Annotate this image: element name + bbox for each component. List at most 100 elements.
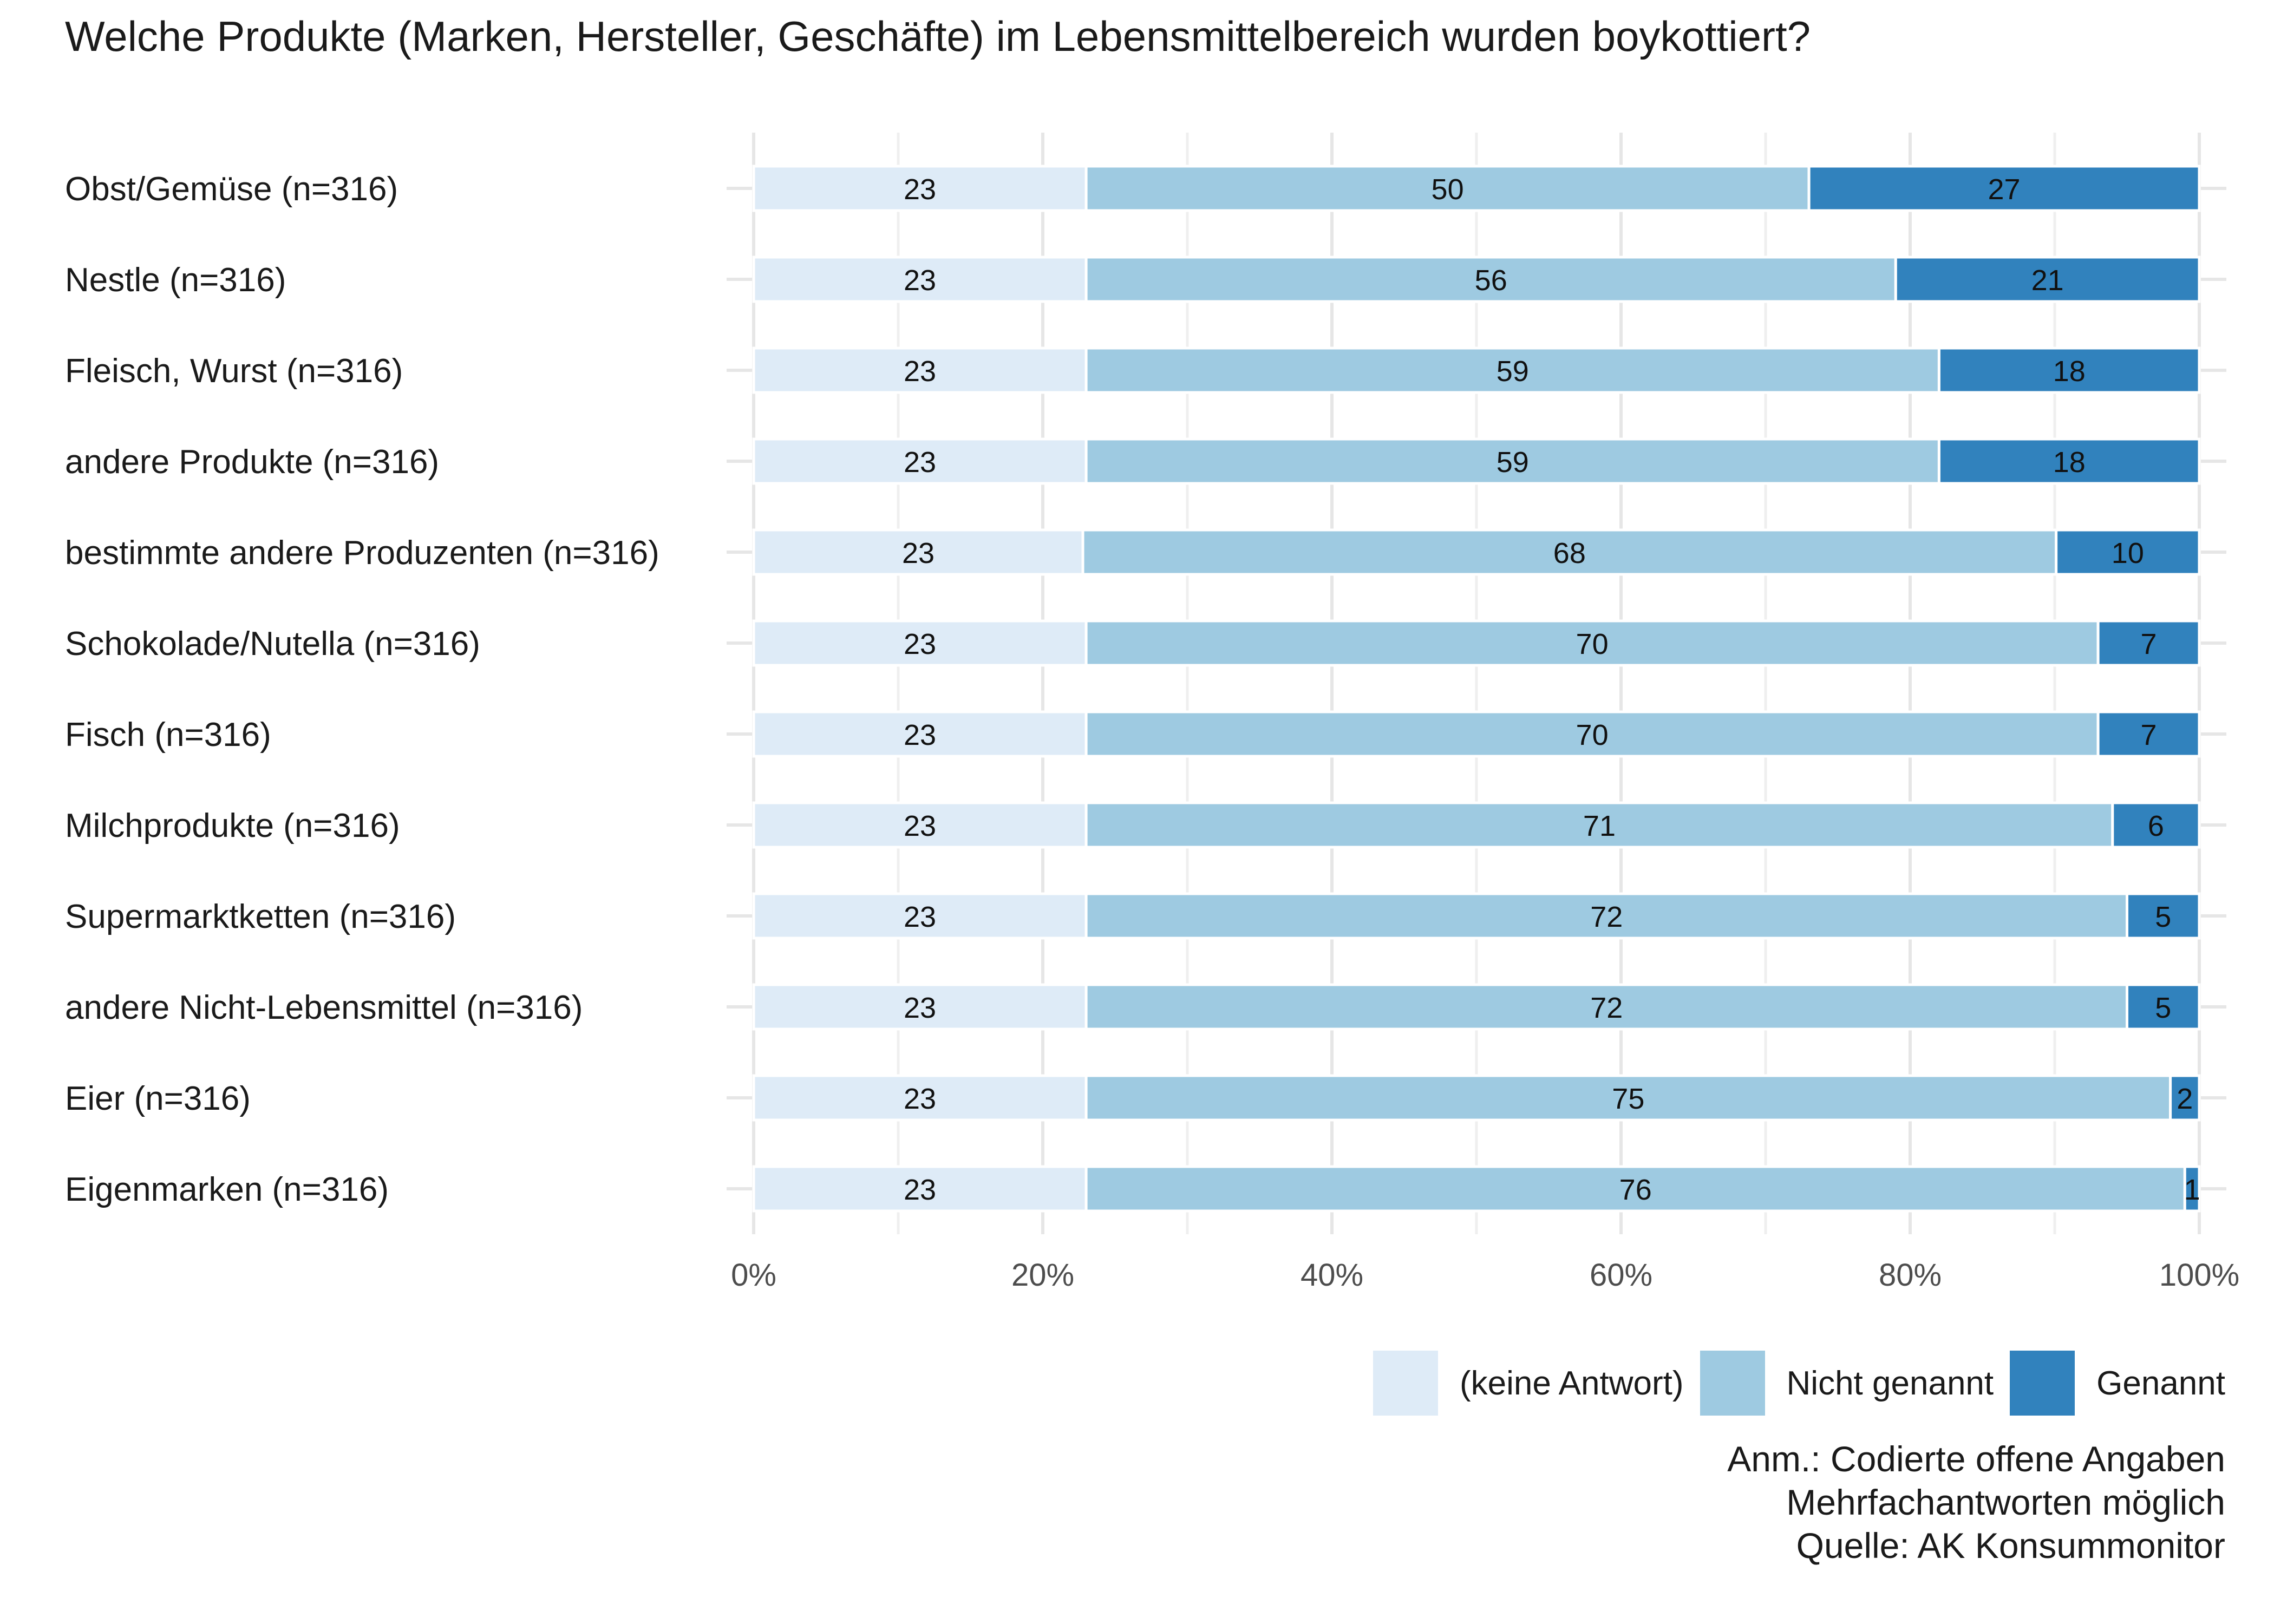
bar-nicht-genannt-schokolade-nutella: [1084, 619, 2100, 667]
data-label: 18: [2053, 355, 2086, 388]
data-label: 23: [902, 537, 935, 569]
data-label: 50: [1432, 173, 1464, 206]
bar-genannt-andere-produkte: [1937, 437, 2201, 485]
bar--eier: [752, 1074, 1088, 1122]
legend-item-genannt: Genannt: [2010, 1351, 2225, 1416]
bar-genannt-schokolade-nutella: [2096, 619, 2201, 667]
data-label: 71: [1583, 810, 1616, 842]
bar--fleisch-wurst: [752, 346, 1088, 394]
data-label: 23: [904, 1083, 936, 1115]
data-label: 7: [2141, 628, 2157, 660]
bar-nicht-genannt-fisch: [1084, 710, 2100, 758]
category-label-fisch: Fisch (n=316): [65, 716, 271, 754]
bar-nicht-genannt-eier: [1084, 1074, 2172, 1122]
data-label: 27: [1988, 173, 2021, 206]
data-label: 23: [904, 810, 936, 842]
data-label: 1: [2184, 1174, 2200, 1206]
data-label: 70: [1576, 719, 1609, 751]
bar--milchprodukte: [752, 801, 1088, 849]
data-label: 70: [1576, 628, 1609, 660]
data-label: 23: [904, 628, 936, 660]
data-label: 72: [1590, 901, 1623, 933]
bar--nestle: [752, 256, 1088, 303]
bar-genannt-eier: [2169, 1074, 2201, 1122]
data-label: 72: [1590, 992, 1623, 1024]
bar--andere-nicht-lebensmittel: [752, 983, 1088, 1031]
data-label: 23: [904, 264, 936, 297]
bar-nicht-genannt-supermarktketten: [1084, 892, 2128, 940]
category-label-milchprodukte: Milchprodukte (n=316): [65, 807, 400, 844]
bar-genannt-andere-nicht-lebensmittel: [2126, 983, 2201, 1031]
bar-nicht-genannt-obst-gem-se: [1084, 165, 1811, 212]
legend-label-keine-antwort: (keine Antwort): [1460, 1364, 1684, 1402]
data-label: 56: [1475, 264, 1507, 297]
x-tick-label: 80%: [1879, 1258, 1942, 1293]
x-tick-label: 40%: [1301, 1258, 1363, 1293]
legend: (keine Antwort) Nicht genannt Genannt: [1357, 1351, 2225, 1416]
data-label: 7: [2141, 719, 2157, 751]
legend-item-keine-antwort: (keine Antwort): [1373, 1351, 1684, 1416]
data-label: 5: [2155, 992, 2171, 1024]
category-label-obst-gem-se: Obst/Gemüse (n=316): [65, 171, 398, 208]
data-label: 21: [2031, 264, 2064, 297]
bar-genannt-fisch: [2096, 710, 2201, 758]
data-label: 59: [1497, 355, 1529, 388]
x-tick-label: 60%: [1590, 1258, 1652, 1293]
data-label: 23: [904, 446, 936, 479]
category-label-andere-produkte: andere Produkte (n=316): [65, 443, 439, 481]
legend-key-nicht-genannt: [1700, 1351, 1765, 1416]
bar-nicht-genannt-bestimmte-andere-produzenten: [1081, 528, 2058, 576]
bar-genannt-nestle: [1894, 256, 2201, 303]
note-annotation: Anm.: Codierte offene Angaben: [1727, 1439, 2225, 1479]
bar--schokolade-nutella: [752, 619, 1088, 667]
x-tick-label: 100%: [2159, 1258, 2239, 1293]
category-label-eigenmarken: Eigenmarken (n=316): [65, 1171, 389, 1208]
bar-nicht-genannt-eigenmarken: [1084, 1165, 2186, 1213]
x-tick-label: 20%: [1011, 1258, 1074, 1293]
data-label: 6: [2148, 810, 2164, 842]
bar-genannt-supermarktketten: [2126, 892, 2201, 940]
bar-genannt-fleisch-wurst: [1937, 346, 2201, 394]
legend-label-nicht-genannt: Nicht genannt: [1786, 1364, 1994, 1402]
bar--eigenmarken: [752, 1165, 1088, 1213]
category-label-fleisch-wurst: Fleisch, Wurst (n=316): [65, 352, 403, 390]
bar-genannt-bestimmte-andere-produzenten: [2055, 528, 2201, 576]
chart-notes: Anm.: Codierte offene Angaben Mehrfachan…: [1727, 1437, 2225, 1567]
bar-nicht-genannt-nestle: [1084, 256, 1897, 303]
x-axis-ticks: 0% 20% 40% 60% 80% 100%: [731, 1258, 2239, 1293]
category-label-eier: Eier (n=316): [65, 1080, 251, 1117]
data-label: 23: [904, 719, 936, 751]
data-label: 23: [904, 1174, 936, 1206]
data-label: 5: [2155, 901, 2171, 933]
bar-genannt-eigenmarken: [2183, 1165, 2201, 1213]
data-label: 10: [2112, 537, 2144, 569]
data-label: 23: [904, 901, 936, 933]
bar-genannt-milchprodukte: [2111, 801, 2201, 849]
data-label: 59: [1497, 446, 1529, 479]
data-label: 68: [1553, 537, 1586, 569]
bar-genannt-obst-gem-se: [1807, 165, 2201, 212]
x-tick-label: 0%: [731, 1258, 776, 1293]
data-label: 23: [904, 173, 936, 206]
data-label: 23: [904, 355, 936, 388]
category-label-bestimmte-andere-produzenten: bestimmte andere Produzenten (n=316): [65, 534, 659, 572]
category-label-andere-nicht-lebensmittel: andere Nicht-Lebensmittel (n=316): [65, 989, 583, 1026]
legend-item-nicht-genannt: Nicht genannt: [1700, 1351, 1994, 1416]
data-label: 23: [904, 992, 936, 1024]
bar-nicht-genannt-andere-nicht-lebensmittel: [1084, 983, 2128, 1031]
category-label-supermarktketten: Supermarktketten (n=316): [65, 898, 456, 935]
data-label: 2: [2177, 1083, 2193, 1115]
bar--obst-gem-se: [752, 165, 1088, 212]
category-label-nestle: Nestle (n=316): [65, 261, 286, 299]
data-label: 18: [2053, 446, 2086, 479]
category-labels: Obst/Gemüse (n=316) Nestle (n=316) Fleisch…: [65, 171, 659, 1208]
legend-key-genannt: [2010, 1351, 2075, 1416]
data-label: 76: [1619, 1174, 1652, 1206]
bar-nicht-genannt-fleisch-wurst: [1084, 346, 1940, 394]
legend-label-genannt: Genannt: [2096, 1364, 2225, 1402]
legend-key-keine-antwort: [1373, 1351, 1439, 1416]
note-source: Quelle: AK Konsummonitor: [1796, 1525, 2225, 1566]
bar--bestimmte-andere-produzenten: [752, 528, 1084, 576]
